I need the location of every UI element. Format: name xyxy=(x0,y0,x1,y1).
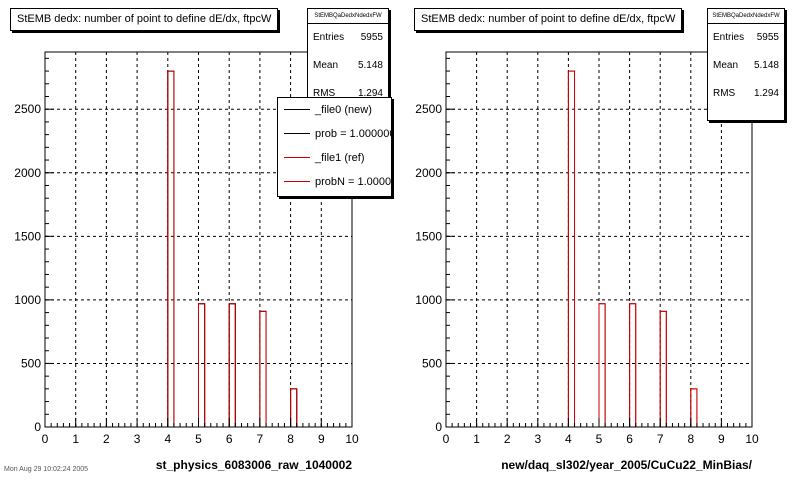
x-tick-label: 4 xyxy=(565,432,572,446)
histogram-bin xyxy=(259,310,267,428)
x-tick-label: 2 xyxy=(504,432,511,446)
x-tick-label: 1 xyxy=(72,432,79,446)
histogram-bin xyxy=(690,388,698,428)
stats-value: 5.148 xyxy=(357,60,383,71)
histogram-bin xyxy=(629,303,637,428)
x-tick-label: 7 xyxy=(657,432,664,446)
stats-row-entries-left: Entries 5955 xyxy=(308,24,388,52)
y-tick-label: 1500 xyxy=(415,229,442,243)
x-tick-label: 10 xyxy=(745,432,759,446)
chart-title-left-text: StEMB dedx: number of point to define dE… xyxy=(17,13,272,25)
histogram-bin xyxy=(198,303,206,428)
stats-label: RMS xyxy=(713,88,736,99)
legend-label: probN = 1.000000 xyxy=(315,176,392,188)
stats-label: Entries xyxy=(713,32,745,43)
y-tick-label: 1000 xyxy=(415,293,442,307)
histogram-bin xyxy=(290,388,298,428)
stats-value: 5955 xyxy=(756,32,779,43)
stats-label: Mean xyxy=(313,60,339,71)
x-tick-label: 6 xyxy=(626,432,633,446)
y-tick-label: 1000 xyxy=(14,293,41,307)
x-tick-label: 6 xyxy=(226,432,233,446)
y-tick-label: 2500 xyxy=(14,102,41,116)
stats-row-mean-left: Mean 5.148 xyxy=(308,52,388,80)
x-tick-label: 7 xyxy=(257,432,264,446)
legend-label: prob = 1.000000 xyxy=(315,128,392,140)
histogram-bin xyxy=(167,70,175,428)
x-tick-label: 2 xyxy=(103,432,110,446)
legend-label: _file1 (ref) xyxy=(315,152,365,164)
legend-item-prob: prob = 1.000000 xyxy=(278,122,391,146)
stats-value: 5.148 xyxy=(753,60,779,71)
y-tick-label: 2000 xyxy=(14,166,41,180)
histogram-panel-left: 0 1 2 3 4 5 6 7 8 9 10 0 500 1000 1500 2000 2500 st_physi… xyxy=(14,51,359,472)
legend-label: _file0 (new) xyxy=(315,104,372,116)
x-tick-label: 9 xyxy=(718,432,725,446)
stats-label: Mean xyxy=(713,60,739,71)
x-tick-label: 0 xyxy=(443,432,450,446)
timestamp-footer: Mon Aug 29 10:02:24 2005 xyxy=(4,466,89,473)
x-tick-label: 5 xyxy=(195,432,202,446)
stats-label: RMS xyxy=(313,88,336,99)
x-tick-label: 5 xyxy=(596,432,603,446)
histogram-bin xyxy=(598,303,606,428)
y-tick-label: 1500 xyxy=(14,229,41,243)
y-tick-label: 0 xyxy=(435,420,442,434)
stats-row-rms-right: RMS 1.294 xyxy=(708,80,784,108)
x-tick-label: 8 xyxy=(687,432,694,446)
stats-value: 5955 xyxy=(360,32,383,43)
legend-line-black xyxy=(284,133,310,134)
stats-label: Entries xyxy=(313,32,345,43)
x-tick-label: 1 xyxy=(473,432,480,446)
stats-value: 1.294 xyxy=(357,88,383,99)
histogram-bin xyxy=(659,310,667,428)
histogram-bin xyxy=(228,303,236,428)
x-axis-title: st_physics_6083006_raw_1040002 xyxy=(156,458,352,472)
y-tick-label: 0 xyxy=(34,420,41,434)
x-tick-label: 3 xyxy=(134,432,141,446)
y-tick-label: 2000 xyxy=(415,166,442,180)
y-tick-label: 500 xyxy=(422,356,442,370)
legend-line-black xyxy=(284,109,310,110)
legend-line-red xyxy=(284,157,310,158)
stats-name-right: StEMBQaDedxNdedxFW xyxy=(708,9,784,24)
stats-row-rms-left: RMS 1.294 xyxy=(308,80,388,108)
x-axis-title: new/daq_sl302/year_2005/CuCu22_MinBias/ xyxy=(501,458,752,472)
x-tick-label: 0 xyxy=(42,432,49,446)
legend-item-file0: _file0 (new) xyxy=(278,98,391,122)
chart-title-left: StEMB dedx: number of point to define dE… xyxy=(10,8,279,31)
stats-row-entries-right: Entries 5955 xyxy=(708,24,784,52)
stats-box-right: StEMBQaDedxNdedxFW Entries 5955 Mean 5.148… xyxy=(707,8,785,121)
x-tick-label: 8 xyxy=(287,432,294,446)
chart-title-right: StEMB dedx: number of point to define dE… xyxy=(414,8,683,31)
x-tick-label: 10 xyxy=(345,432,359,446)
x-tick-label: 9 xyxy=(318,432,325,446)
histogram-panel-right: 0 1 2 3 4 5 6 7 8 9 10 0 500 1000 1500 2000 2500 new/daq_… xyxy=(415,51,759,472)
legend-line-red xyxy=(284,181,310,182)
stats-name-left: StEMBQaDedxNdedxFW xyxy=(308,9,388,24)
chart-title-right-text: StEMB dedx: number of point to define dE… xyxy=(421,13,676,25)
stats-row-mean-right: Mean 5.148 xyxy=(708,52,784,80)
histogram-bin xyxy=(567,70,576,428)
legend-box: _file0 (new) prob = 1.000000 _file1 (ref… xyxy=(277,97,392,197)
y-tick-label: 500 xyxy=(21,356,41,370)
x-tick-label: 4 xyxy=(164,432,171,446)
legend-item-probn: probN = 1.000000 xyxy=(278,170,391,194)
y-tick-label: 2500 xyxy=(415,102,442,116)
legend-item-file1: _file1 (ref) xyxy=(278,146,391,170)
x-tick-label: 3 xyxy=(534,432,541,446)
stats-value: 1.294 xyxy=(753,88,779,99)
